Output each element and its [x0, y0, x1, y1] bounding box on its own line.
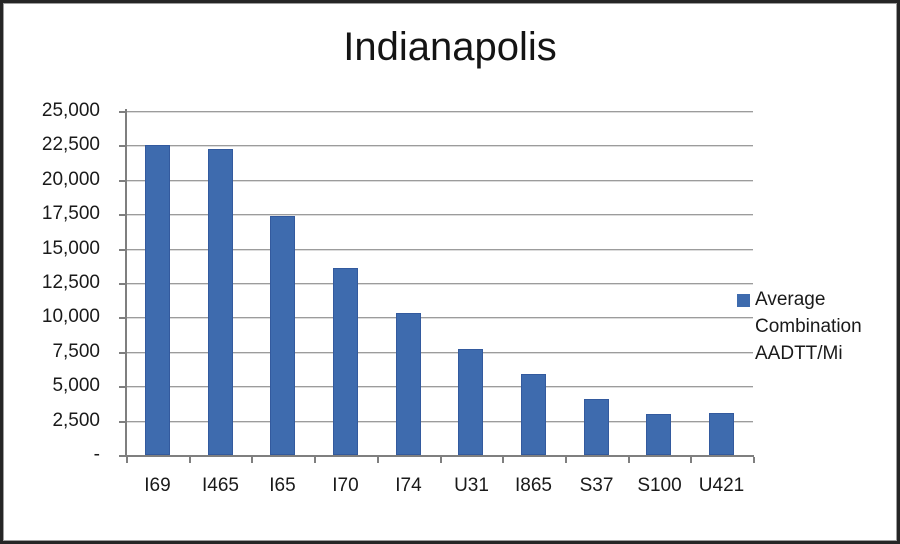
y-axis-tick-label: 25,000 — [41, 100, 100, 121]
gridline — [126, 317, 753, 318]
x-axis-category-label: I69 — [144, 475, 171, 496]
y-axis-tick-label: 5,000 — [52, 375, 100, 396]
bar-S37 — [584, 399, 609, 455]
y-axis-tick — [119, 455, 125, 457]
y-axis-tick-label: 20,000 — [41, 169, 100, 190]
chart-title: Indianapolis — [343, 25, 557, 69]
x-axis-category-label: I70 — [332, 475, 359, 496]
y-axis-tick-label: 22,500 — [41, 134, 100, 155]
bar-I69 — [145, 145, 170, 455]
bar-U421 — [709, 413, 734, 455]
gridline — [126, 145, 753, 146]
bar-I465 — [208, 149, 233, 455]
y-axis-tick — [119, 421, 125, 423]
x-axis-line — [125, 455, 754, 457]
y-axis-tick-label: 10,000 — [41, 306, 100, 327]
gridline — [126, 249, 753, 250]
legend-label-line: Average — [755, 289, 826, 310]
bar-I74 — [396, 313, 421, 455]
y-axis-tick-label: 7,500 — [52, 341, 100, 362]
x-axis-tick — [126, 457, 128, 463]
bar-U31 — [458, 349, 483, 455]
gridline — [126, 180, 753, 181]
legend-label-line: Combination — [755, 316, 862, 337]
x-axis-tick — [377, 457, 379, 463]
x-axis-tick — [440, 457, 442, 463]
x-axis-tick — [251, 457, 253, 463]
x-axis-tick — [628, 457, 630, 463]
y-axis-tick-label: 15,000 — [41, 238, 100, 259]
gridline — [126, 421, 753, 422]
y-axis-tick — [119, 214, 125, 216]
x-axis-category-label: I865 — [515, 475, 552, 496]
y-axis-tick — [119, 145, 125, 147]
x-axis-tick — [314, 457, 316, 463]
x-axis-category-label: I465 — [202, 475, 239, 496]
x-axis-tick — [502, 457, 504, 463]
y-axis-tick — [119, 352, 125, 354]
gridline — [126, 386, 753, 387]
y-axis-tick — [119, 249, 125, 251]
x-axis-category-label: I74 — [395, 475, 422, 496]
bar-I70 — [333, 268, 358, 455]
y-axis-tick-label: 12,500 — [41, 272, 100, 293]
x-axis-category-label: U31 — [454, 475, 489, 496]
x-axis-tick — [690, 457, 692, 463]
y-axis-tick — [119, 111, 125, 113]
legend-series-marker-icon — [737, 294, 750, 307]
gridline — [126, 111, 753, 112]
y-axis-tick — [119, 283, 125, 285]
gridline — [126, 214, 753, 215]
x-axis-category-label: S100 — [637, 475, 682, 496]
bar-S100 — [646, 414, 671, 455]
legend-label: Average Combination AADTT/Mi — [755, 286, 897, 367]
x-axis-category-label: S37 — [579, 475, 614, 496]
y-axis-tick-label: 2,500 — [52, 410, 100, 431]
y-axis-tick-label: 17,500 — [41, 203, 100, 224]
y-axis-tick — [119, 180, 125, 182]
x-axis-category-label: U421 — [698, 475, 745, 496]
x-axis-tick — [565, 457, 567, 463]
y-axis-tick — [119, 386, 125, 388]
x-axis-category-label: I65 — [269, 475, 296, 496]
y-axis-tick — [119, 317, 125, 319]
y-axis-line — [125, 109, 127, 457]
bar-I65 — [270, 216, 295, 455]
bar-I865 — [521, 374, 546, 455]
gridline — [126, 352, 753, 353]
y-axis-tick-label: - — [93, 444, 100, 465]
legend-label-line: AADTT/Mi — [755, 343, 843, 364]
x-axis-tick — [189, 457, 191, 463]
x-axis-tick — [753, 457, 755, 463]
gridline — [126, 283, 753, 284]
